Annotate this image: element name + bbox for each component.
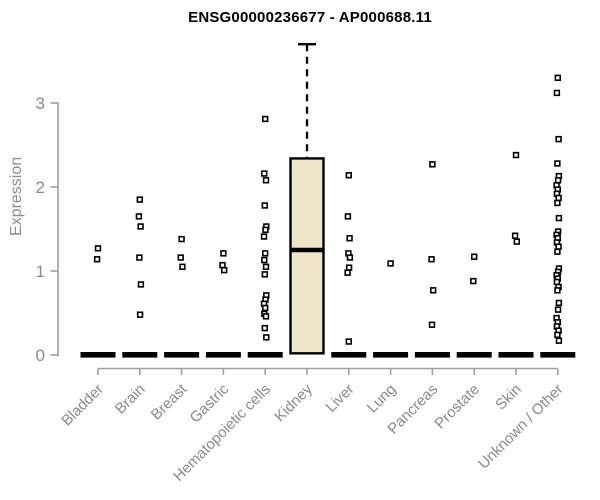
data-point: [553, 89, 561, 97]
x-category-label: Skin: [492, 381, 525, 414]
data-point: [554, 306, 562, 313]
data-point: [553, 278, 561, 286]
data-point: [135, 213, 143, 220]
zero-value-bar: [540, 352, 576, 358]
data-point: [345, 338, 352, 345]
data-point: [554, 287, 561, 294]
data-point: [93, 256, 101, 263]
data-point: [177, 254, 184, 261]
x-category-label: Kidney: [271, 380, 316, 425]
y-tick-label: 0: [36, 346, 45, 365]
data-point: [94, 245, 102, 252]
data-point: [179, 263, 186, 270]
data-point: [555, 135, 562, 143]
data-point: [262, 313, 270, 320]
data-point: [137, 223, 144, 230]
data-point: [178, 235, 185, 243]
data-point: [512, 151, 520, 159]
data-point: [261, 304, 269, 312]
x-category-label: Prostate: [431, 381, 483, 433]
data-point: [345, 172, 352, 179]
data-point: [260, 233, 268, 240]
data-point: [221, 266, 228, 274]
data-point: [554, 160, 561, 167]
data-point: [261, 250, 269, 257]
box: [289, 157, 325, 355]
data-point: [262, 263, 270, 270]
data-point: [554, 177, 562, 184]
data-point: [554, 199, 561, 207]
data-point: [428, 256, 435, 263]
zero-value-bar: [373, 352, 409, 358]
data-point: [261, 324, 268, 332]
data-point: [261, 271, 268, 278]
x-category-label: Liver: [323, 381, 358, 416]
x-category-label: Bladder: [58, 381, 107, 430]
x-category-label: Brain: [112, 381, 149, 418]
zero-value-bar: [331, 352, 367, 358]
x-category-label: Lung: [364, 381, 400, 417]
data-point: [263, 334, 270, 341]
data-point: [346, 254, 354, 261]
zero-value-bar: [456, 352, 492, 358]
y-tick-label: 3: [36, 94, 45, 113]
data-point: [346, 235, 353, 242]
x-category-label: Breast: [148, 380, 191, 423]
data-point: [554, 74, 562, 82]
data-point: [345, 264, 353, 271]
data-point: [470, 277, 477, 285]
data-point: [428, 321, 436, 328]
data-point: [554, 331, 561, 339]
data-point: [554, 248, 561, 255]
zero-value-bar: [80, 352, 116, 358]
y-tick-label: 2: [36, 178, 45, 197]
chart-title: ENSG00000236677 - AP000688.11: [188, 9, 432, 26]
data-point: [219, 261, 226, 269]
data-point: [344, 269, 351, 276]
data-point: [262, 226, 269, 234]
data-point: [261, 256, 268, 264]
data-point: [137, 281, 145, 288]
data-point: [555, 194, 562, 202]
data-point: [262, 177, 270, 184]
data-point: [555, 337, 563, 344]
data-point: [387, 260, 394, 267]
y-tick-label: 1: [36, 262, 45, 281]
data-point: [429, 287, 437, 294]
data-point: [261, 202, 268, 209]
data-point: [470, 253, 478, 260]
data-point: [429, 161, 436, 168]
data-point: [261, 170, 268, 177]
zero-value-bar: [164, 352, 200, 358]
data-point: [136, 254, 143, 261]
zero-value-bar: [122, 352, 158, 358]
data-point: [261, 115, 269, 123]
data-point: [136, 196, 143, 203]
data-point: [136, 311, 144, 318]
data-point: [555, 243, 562, 250]
data-point: [555, 299, 563, 307]
data-point: [511, 232, 519, 239]
zero-value-bar: [205, 352, 241, 358]
data-point: [220, 250, 227, 257]
zero-value-bar: [414, 352, 450, 358]
zero-value-bar: [498, 352, 534, 358]
data-point: [555, 214, 563, 222]
zero-value-bar: [247, 352, 283, 358]
data-point: [513, 238, 521, 245]
data-point: [344, 213, 352, 220]
